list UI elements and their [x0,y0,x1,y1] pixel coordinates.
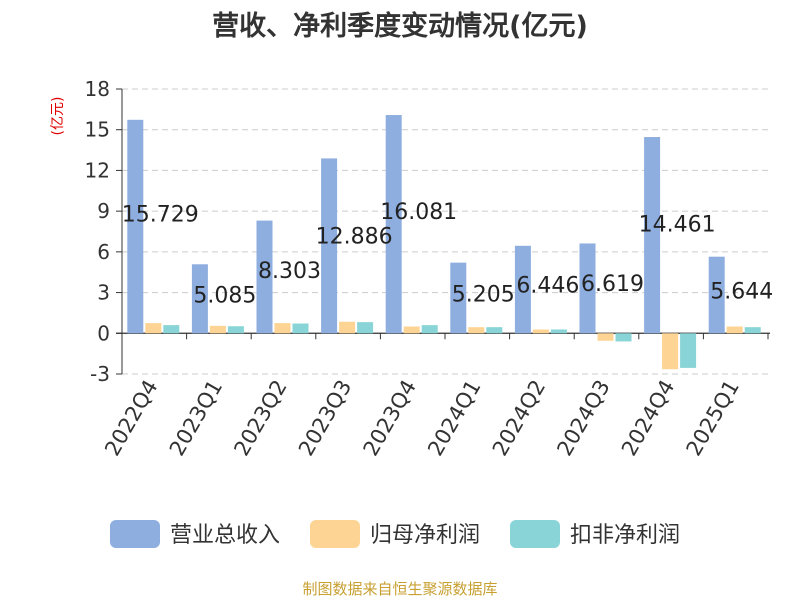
data-label: 5.205 [452,283,515,308]
y-tick-label: 18 [85,77,110,101]
y-tick-label: -3 [90,362,110,386]
x-tick-label: 2023Q2 [229,376,291,460]
x-tick-label: 2025Q1 [682,376,744,460]
bar-2-2025Q1 [744,327,761,334]
x-tick-label: 2023Q3 [294,376,356,460]
bar-1-2023Q1 [209,325,226,334]
bar-1-2024Q4 [662,333,679,370]
legend: 营业总收入 归母净利润 扣非净利润 [110,520,680,548]
x-tick-label: 2022Q4 [100,376,162,460]
legend-label-1: 归母净利润 [370,523,480,548]
bar-0-2025Q1 [708,256,725,334]
chart-title: 营收、净利季度变动情况(亿元) [212,11,588,42]
bar-0-2023Q4 [385,115,402,334]
bar-0-2024Q1 [450,262,467,334]
data-label: 5.644 [710,279,773,304]
data-label: 6.619 [581,272,644,297]
legend-label-2: 扣非净利润 [570,523,680,548]
axes: -3 0 3 6 9 12 15 18 (亿元) 2022Q4 2023Q1 2023Q2 2023Q3… [50,77,770,460]
bar-1-2023Q4 [403,326,420,334]
x-tick-label: 2023Q1 [165,376,227,460]
bar-2-2022Q4 [163,325,180,334]
data-label: 15.729 [122,203,199,228]
data-label: 14.461 [639,212,716,237]
bar-0-2023Q3 [321,158,338,334]
legend-swatch-2 [510,520,560,548]
bar-1-2023Q3 [339,321,356,334]
bar-1-2025Q1 [726,326,743,334]
legend-label-0: 营业总收入 [170,523,280,548]
y-tick-label: 15 [85,118,110,142]
bar-0-2024Q2 [514,245,531,334]
y-axis-title: (亿元) [50,97,66,136]
grid-lines [122,88,768,375]
data-label: 12.886 [316,224,393,249]
bar-0-2024Q4 [644,137,661,334]
y-tick-label: 0 [97,321,110,345]
bar-1-2022Q4 [145,323,162,334]
x-tick-label: 2023Q4 [359,376,421,460]
bar-2-2024Q2 [550,329,567,334]
x-tick-label: 2024Q1 [423,376,485,460]
bar-2-2023Q3 [357,322,374,334]
bar-1-2024Q3 [597,333,614,341]
bar-0-2023Q1 [191,264,208,334]
bars [127,115,761,370]
y-tick-label: 3 [97,281,110,305]
y-tick-label: 9 [97,199,110,223]
x-tick-label: 2024Q4 [617,376,679,460]
data-label: 5.085 [193,284,256,309]
legend-swatch-0 [110,520,160,548]
legend-swatch-1 [310,520,360,548]
x-tick-label: 2024Q3 [552,376,614,460]
bar-2-2024Q4 [680,333,697,368]
bar-1-2024Q1 [468,327,485,334]
x-tick-label: 2024Q2 [488,376,550,460]
y-tick-label: 6 [97,240,110,264]
data-label: 8.303 [258,259,321,284]
bar-2-2023Q2 [292,323,309,334]
data-source-note: 制图数据来自恒生聚源数据库 [302,580,498,598]
bar-2-2024Q1 [486,327,503,334]
bar-2-2024Q3 [615,333,632,342]
bar-2-2023Q4 [421,325,438,334]
bar-1-2023Q2 [274,323,291,334]
data-label: 16.081 [380,200,457,225]
data-label: 6.446 [516,273,579,298]
bar-1-2024Q2 [532,329,549,334]
bar-0-2023Q2 [256,220,273,334]
y-tick-label: 12 [85,158,110,182]
bar-0-2024Q3 [579,243,596,334]
bar-0-2022Q4 [127,119,144,334]
bar-2-2023Q1 [227,326,244,334]
